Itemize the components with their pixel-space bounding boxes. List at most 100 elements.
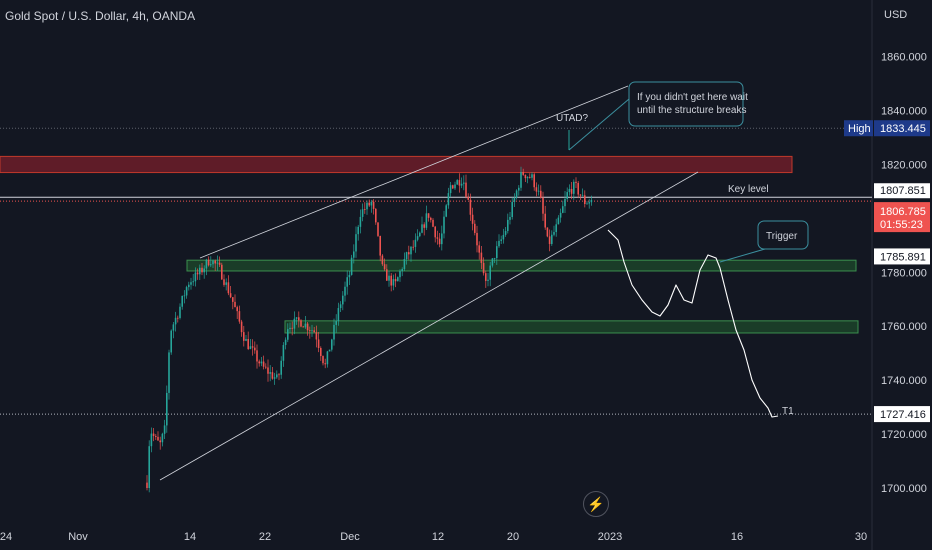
candle-body [269,372,271,374]
candle-body [496,246,498,259]
candle-body [262,361,265,367]
candle-body [408,252,410,255]
candle-body [260,361,263,364]
candle-body [350,257,353,275]
level-2-tag [874,248,930,265]
candle-body [300,320,302,327]
candle-body [265,366,267,368]
candle-body [273,377,276,379]
candle-body [214,260,216,264]
key-level-label: Key level [728,184,769,195]
candle-body [293,318,296,329]
candle-body [454,184,456,189]
candle-body [249,346,252,349]
candle-body [282,345,285,361]
candle-body [311,330,313,332]
x-tick-label: 16 [731,531,743,543]
supply-zone[interactable] [0,155,793,174]
candle-body [489,265,491,280]
candle-body [223,279,225,285]
candle-body [564,198,566,207]
demand-1-zone[interactable] [186,259,857,272]
countdown-value: 01:55:23 [880,219,923,231]
candle-body [518,187,520,191]
candle-body [196,272,199,275]
candle-body [185,287,188,296]
candle-body [166,392,168,426]
lightning-icon[interactable]: ⚡ [583,491,609,517]
candle-body [227,282,230,294]
candle-body [540,190,542,198]
candle-body [218,262,221,265]
candle-body [460,183,463,186]
candle-body [511,201,513,218]
candle-body [581,195,584,197]
candle-body [355,234,357,252]
candle-body [438,238,441,245]
candle-body [320,347,322,357]
candle-body [148,446,150,488]
candle-body [399,271,401,278]
candle-body [183,295,186,297]
candle-body [465,182,467,197]
y-tick-label: 1820.000 [881,159,927,171]
candle-body [553,232,555,235]
demand-2-zone[interactable] [284,320,859,334]
candle-body [232,297,234,302]
wedge-lower-line[interactable] [159,171,699,481]
y-tick-label: 1720.000 [881,429,927,441]
candle-body [436,237,439,239]
candle-body [498,240,500,247]
trigger-box[interactable] [757,220,809,250]
candle-body [342,295,344,305]
level-1-tag [874,183,930,199]
callout-line-2: until the structure breaks [637,105,747,116]
candle-body [234,301,236,308]
candle-body [500,239,502,241]
callout-box[interactable] [628,81,744,127]
candle-body [205,259,208,269]
candle-body [388,275,390,281]
candle-body [449,185,452,194]
candle-body [430,217,432,220]
candle-body [240,321,243,333]
candle-body [507,219,509,232]
candle-body [216,262,219,264]
projected-path[interactable] [607,229,779,418]
candle-body [278,374,280,376]
candle-body [535,187,538,192]
high-price-value: 1833.445 [880,123,926,135]
candles [146,166,593,493]
wedge-upper-line[interactable] [199,85,629,259]
utad-label: UTAD? [556,113,588,124]
candle-body [229,293,232,298]
candle-body [372,201,375,209]
candle-body [474,223,476,233]
candle-body [390,275,392,286]
candle-body [463,182,465,184]
candle-body [485,273,487,281]
candle-body [412,246,414,248]
candle-body [344,286,346,296]
candle-body [289,327,291,330]
candle-body [531,174,533,178]
candle-body [579,194,582,196]
candle-body [548,236,551,244]
candle-body [276,374,278,378]
candle-body [386,269,388,281]
x-tick-label: 30 [855,531,867,543]
candle-body [221,264,223,280]
candle-body [405,252,408,260]
candle-body [324,363,326,365]
level-2-value: 1785.891 [880,251,926,263]
candle-body [203,268,205,273]
level-3-value: 1727.416 [880,409,926,421]
candle-body [212,260,214,265]
candle-body [383,264,386,270]
candle-body [555,224,557,233]
candle-body [529,176,531,178]
x-tick-label: 24 [0,531,12,543]
candle-body [566,192,568,199]
candle-body [487,279,489,281]
